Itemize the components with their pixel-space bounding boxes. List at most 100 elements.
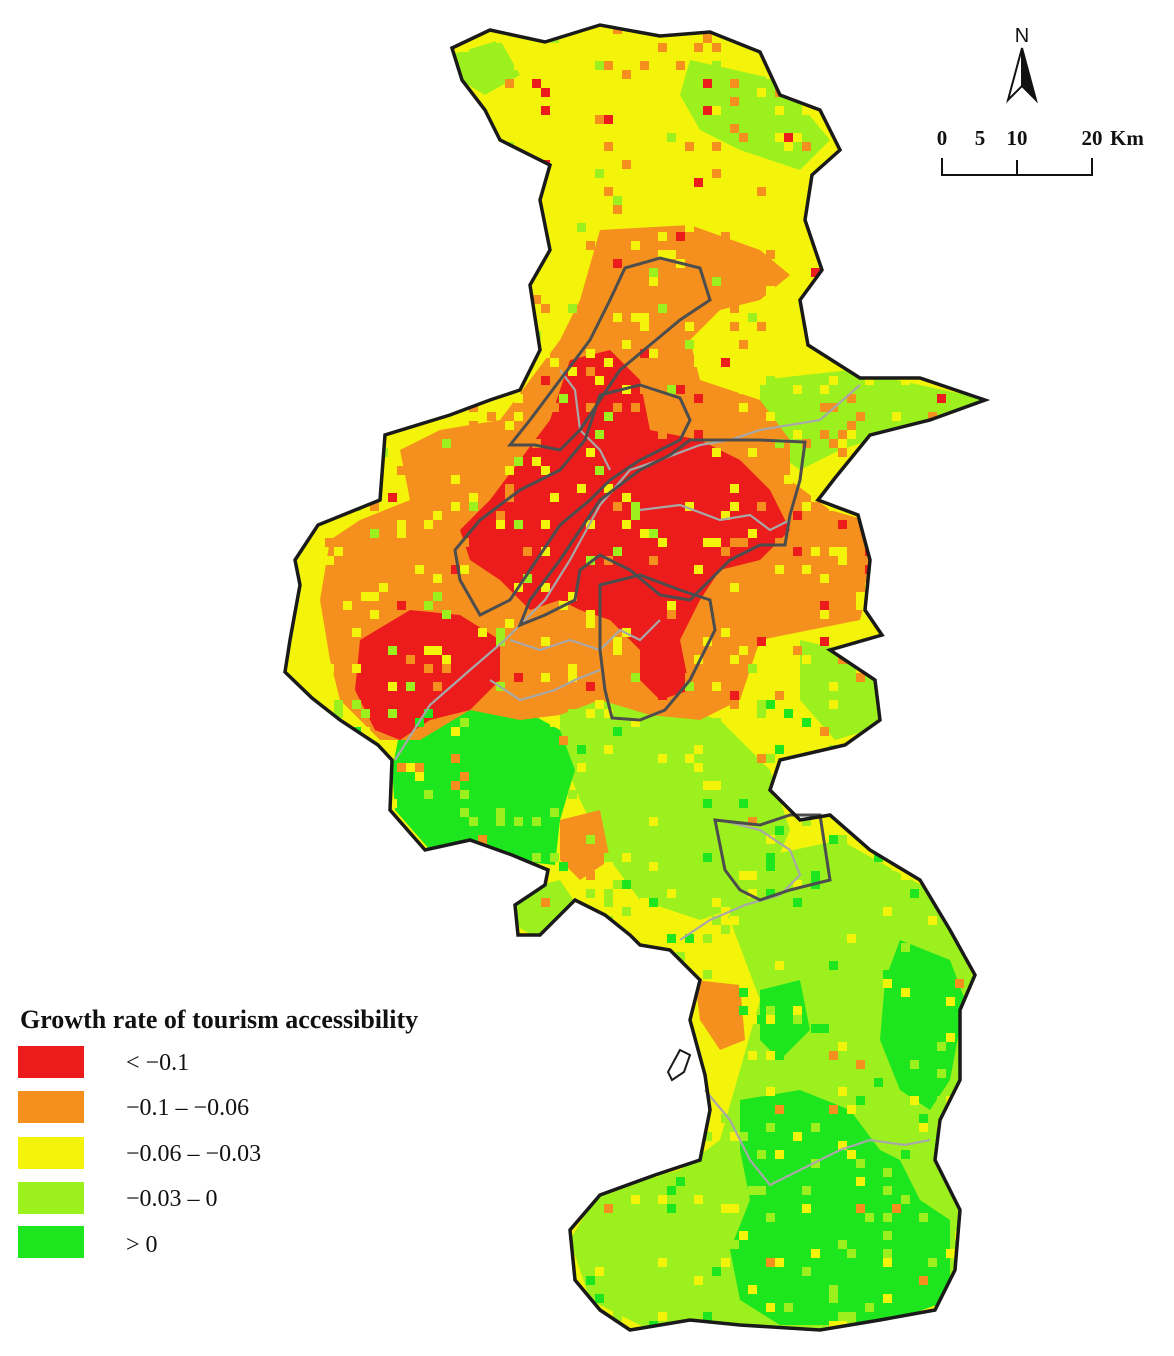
raster-cell [595, 1105, 604, 1114]
raster-cell [793, 799, 802, 808]
raster-cell [505, 619, 514, 628]
raster-cell [973, 1060, 982, 1069]
raster-cell [703, 934, 712, 943]
raster-cell [676, 43, 685, 52]
raster-cell [388, 223, 397, 232]
raster-cell [424, 601, 433, 610]
raster-cell [325, 556, 334, 565]
raster-cell [901, 1150, 910, 1159]
raster-cell [442, 277, 451, 286]
raster-cell [334, 1060, 343, 1069]
raster-cell [964, 781, 973, 790]
raster-cell [613, 637, 622, 646]
raster-cell [928, 727, 937, 736]
raster-cell [739, 133, 748, 142]
raster-cell [415, 1204, 424, 1213]
raster-cell [289, 430, 298, 439]
raster-cell [802, 817, 811, 826]
raster-cell [361, 1195, 370, 1204]
raster-cell [919, 313, 928, 322]
raster-cell [379, 169, 388, 178]
raster-cell [775, 538, 784, 547]
raster-cell [856, 1177, 865, 1186]
raster-cell [748, 1186, 757, 1195]
raster-cell [433, 367, 442, 376]
raster-cell [532, 826, 541, 835]
raster-cell [676, 1177, 685, 1186]
raster-cell [334, 700, 343, 709]
raster-cell [649, 898, 658, 907]
raster-cell [757, 754, 766, 763]
raster-cell [307, 1132, 316, 1141]
raster-cell [811, 1024, 820, 1033]
raster-cell [901, 430, 910, 439]
raster-cell [811, 556, 820, 565]
raster-cell [946, 871, 955, 880]
raster-cell [370, 1285, 379, 1294]
raster-cell [586, 349, 595, 358]
raster-cell [388, 979, 397, 988]
accessibility-choropleth [285, 25, 985, 1330]
raster-cell [307, 484, 316, 493]
raster-cell [541, 1249, 550, 1258]
raster-cell [505, 178, 514, 187]
raster-cell [352, 25, 361, 34]
raster-cell [703, 1312, 712, 1321]
raster-cell [307, 52, 316, 61]
raster-cell [766, 754, 775, 763]
raster-cell [640, 898, 649, 907]
raster-cell [352, 808, 361, 817]
raster-cell [379, 763, 388, 772]
raster-cell [523, 232, 532, 241]
raster-cell [946, 97, 955, 106]
raster-cell [361, 592, 370, 601]
raster-cell [613, 727, 622, 736]
raster-cell [496, 268, 505, 277]
raster-cell [298, 979, 307, 988]
raster-cell [640, 232, 649, 241]
raster-cell [739, 979, 748, 988]
raster-cell [442, 1042, 451, 1051]
raster-cell [748, 448, 757, 457]
raster-cell [793, 1132, 802, 1141]
raster-cell [946, 1204, 955, 1213]
raster-cell [478, 628, 487, 637]
raster-cell [514, 673, 523, 682]
raster-cell [946, 1033, 955, 1042]
raster-cell [514, 817, 523, 826]
raster-cell [649, 277, 658, 286]
raster-cell [748, 817, 757, 826]
raster-cell [478, 1222, 487, 1231]
raster-cell [424, 1141, 433, 1150]
raster-cell [829, 1294, 838, 1303]
raster-cell [613, 502, 622, 511]
raster-cell [307, 727, 316, 736]
raster-cell [946, 610, 955, 619]
raster-cell [775, 961, 784, 970]
raster-cell [289, 790, 298, 799]
raster-cell [343, 1132, 352, 1141]
raster-cell [955, 322, 964, 331]
raster-cell [406, 358, 415, 367]
raster-cell [460, 538, 469, 547]
raster-cell [487, 1096, 496, 1105]
raster-cell [532, 439, 541, 448]
raster-cell [370, 799, 379, 808]
raster-cell [946, 997, 955, 1006]
raster-cell [865, 340, 874, 349]
raster-cell [285, 304, 289, 313]
class-patch-minus01-minus006 [560, 810, 610, 880]
raster-cell [352, 1078, 361, 1087]
raster-cell [514, 1123, 523, 1132]
raster-cell [694, 43, 703, 52]
raster-cell [829, 835, 838, 844]
raster-cell [541, 268, 550, 277]
raster-cell [775, 592, 784, 601]
raster-cell [532, 79, 541, 88]
raster-cell [775, 1060, 784, 1069]
raster-cell [595, 1294, 604, 1303]
raster-cell [298, 232, 307, 241]
raster-cell [370, 61, 379, 70]
raster-cell [712, 898, 721, 907]
raster-cell [802, 106, 811, 115]
